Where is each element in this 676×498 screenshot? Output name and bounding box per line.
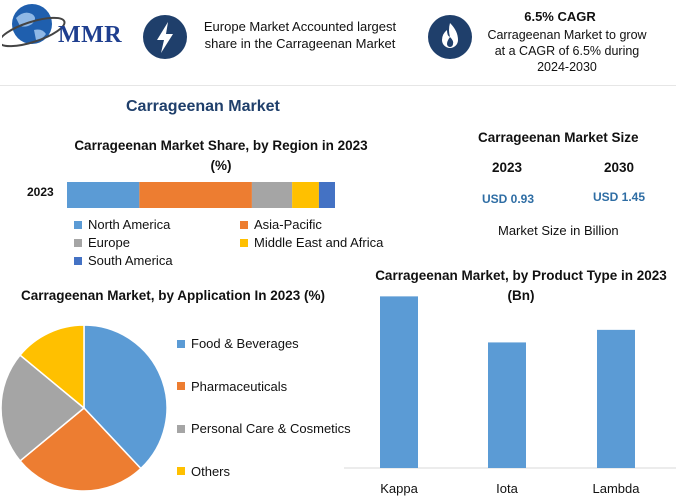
legend-label: South America: [88, 253, 173, 268]
application-legend-item-personal-care-and-cosmetics: Personal Care & Cosmetics: [177, 421, 351, 436]
region-bar-segment-asia-pacific: [139, 182, 252, 208]
cagr-title: 6.5% CAGR: [524, 9, 596, 24]
legend-swatch: [177, 382, 185, 390]
globe-icon: [0, 4, 66, 48]
market-size-year-2030: 2030: [604, 160, 635, 175]
divider: [0, 85, 676, 86]
market-size-value-2023: USD 0.93: [482, 192, 535, 206]
cagr-text: Carrageenan Market to grow at a CAGR of …: [487, 28, 647, 74]
legend-label: Personal Care & Cosmetics: [191, 421, 351, 436]
application-legend-item-pharmaceuticals: Pharmaceuticals: [177, 379, 287, 394]
application-pie-chart: [0, 324, 168, 492]
region-legend-item-north-america: North America: [74, 217, 170, 232]
application-legend: Food & Beverages Pharmaceuticals Personal …: [177, 336, 357, 486]
legend-label: Asia-Pacific: [254, 217, 322, 232]
product-tick-label-lambda: Lambda: [593, 481, 641, 496]
product-bar-lambda: [597, 329, 635, 468]
product-tick-label-kappa: Kappa: [380, 481, 418, 496]
product-tick-label-iota: Iota: [496, 481, 518, 496]
market-size-unit: Market Size in Billion: [498, 223, 619, 238]
region-bar-segment-middle-east-and-africa: [292, 182, 319, 208]
product-bar-iota: [488, 342, 526, 468]
page-title: Carrageenan Market: [126, 98, 280, 115]
pie-slice-personal-care-and-cosmetics: [0, 354, 86, 462]
pie-slice-pharmaceuticals: [18, 406, 142, 492]
legend-label: North America: [88, 217, 171, 232]
legend-swatch: [240, 220, 248, 229]
legend-swatch: [177, 467, 185, 475]
region-bar-segment-south-america: [318, 182, 335, 208]
region-bar-segment-north-america: [67, 182, 140, 208]
region-legend: North America Asia-Pacific Europe Middle Ea…: [74, 217, 404, 273]
legend-swatch: [74, 256, 82, 265]
legend-label: Europe: [88, 235, 130, 250]
pie-slice-others: [18, 324, 85, 410]
legend-swatch: [177, 339, 185, 348]
region-legend-item-south-america: South America: [74, 253, 173, 268]
application-chart-title: Carrageenan Market, by Application In 20…: [20, 288, 326, 303]
legend-label: Middle East and Africa: [254, 235, 384, 250]
region-chart-title: Carrageenan Market Share, by Region in 2…: [74, 138, 368, 173]
legend-swatch: [240, 238, 248, 247]
region-legend-item-middle-east-and-africa: Middle East and Africa: [240, 235, 383, 250]
logo-text: MMR: [58, 22, 123, 48]
region-legend-item-asia-pacific: Asia-Pacific: [240, 217, 322, 232]
legend-swatch: [74, 238, 82, 247]
legend-label: Pharmaceuticals: [191, 378, 288, 394]
product-chart-title: Carrageenan Market, by Product Type in 2…: [375, 268, 667, 303]
legend-label: Food & Beverages: [191, 336, 299, 351]
mmr-logo: [0, 2, 132, 54]
application-legend-item-food-and-beverages: Food & Beverages: [177, 336, 299, 351]
market-size-year-2023: 2023: [492, 160, 523, 175]
flame-icon: [428, 15, 472, 59]
europe-share-text: Europe Market Accounted largest share in…: [203, 19, 397, 51]
region-stacked-bar: [67, 182, 335, 208]
legend-swatch: [74, 220, 82, 229]
region-category-label: 2023: [27, 185, 54, 199]
market-size-title: Carrageenan Market Size: [478, 130, 639, 145]
region-legend-item-europe: Europe: [74, 235, 130, 250]
pie-slice-food-and-beverages: [83, 324, 168, 470]
lightning-icon: [143, 15, 187, 59]
legend-label: Others: [191, 463, 231, 479]
legend-swatch: [177, 424, 185, 433]
application-legend-item-others: Others: [177, 464, 230, 479]
product-bar-kappa: [380, 296, 418, 468]
region-bar-segment-europe: [251, 182, 293, 208]
product-bar-chart: Kappa Iota Lambda: [344, 296, 676, 496]
market-size-value-2030: USD 1.45: [593, 190, 646, 204]
